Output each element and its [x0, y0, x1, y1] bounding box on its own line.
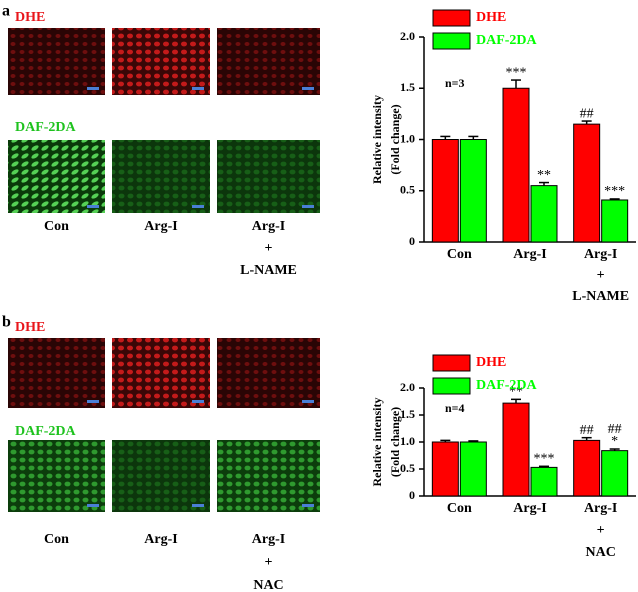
panel-letter: a	[2, 3, 10, 20]
legend-swatch	[432, 377, 471, 395]
y-axis-label: Relative intensity	[370, 398, 384, 487]
scale-bar	[87, 504, 99, 507]
y-axis-label: (Fold change)	[388, 104, 402, 174]
micrograph	[112, 440, 210, 512]
bar	[502, 87, 530, 243]
y-axis-label: (Fold change)	[388, 407, 402, 477]
note: n=4	[445, 401, 465, 415]
significance-label: ##	[580, 106, 594, 121]
legend-swatch	[432, 354, 471, 372]
row-label: DAF-2DA	[15, 424, 77, 439]
legend-label: DHE	[476, 10, 506, 25]
significance-label: **	[509, 385, 523, 400]
y-tick-label: 2.0	[400, 29, 415, 43]
bar	[530, 185, 558, 243]
panel-letter: b	[2, 314, 11, 331]
micrograph	[217, 140, 320, 213]
micrograph	[8, 338, 105, 408]
column-label: Con	[44, 219, 69, 234]
bar	[573, 123, 601, 243]
legend-label: DAF-2DA	[476, 33, 538, 48]
x-tick-label: Con	[447, 247, 472, 262]
bar	[459, 139, 487, 243]
row-label: DHE	[15, 320, 45, 335]
scale-bar	[302, 87, 314, 90]
micrograph	[8, 28, 105, 95]
significance-label: *	[611, 434, 618, 449]
column-label: +	[265, 241, 273, 256]
legend-label: DHE	[476, 355, 506, 370]
bar	[530, 466, 558, 497]
bar	[601, 450, 629, 497]
column-label: Arg-I	[252, 532, 285, 547]
bar	[431, 139, 459, 243]
significance-label: ***	[534, 452, 555, 467]
x-tick-label: +	[597, 268, 605, 283]
x-tick-label: Arg-I	[584, 501, 617, 516]
scale-bar	[192, 400, 204, 403]
y-tick-label: 0.5	[400, 461, 415, 475]
scale-bar	[302, 400, 314, 403]
micrograph	[112, 140, 210, 213]
micrograph	[8, 140, 105, 213]
scale-bar	[302, 205, 314, 208]
x-tick-label: Arg-I	[584, 247, 617, 262]
y-tick-label: 1.5	[400, 80, 415, 94]
micrograph	[217, 338, 320, 408]
column-label: NAC	[253, 578, 283, 592]
y-tick-label: 1.0	[400, 131, 415, 145]
note: n=3	[445, 76, 465, 90]
column-label: Con	[44, 532, 69, 547]
x-tick-label: +	[597, 523, 605, 538]
row-label: DAF-2DA	[15, 120, 77, 135]
column-label: L-NAME	[240, 263, 297, 278]
column-label: Arg-I	[144, 532, 177, 547]
y-tick-label: 1.0	[400, 434, 415, 448]
y-axis-label: Relative intensity	[370, 95, 384, 184]
x-tick-label: L-NAME	[572, 289, 629, 304]
column-label: Arg-I	[252, 219, 285, 234]
scale-bar	[87, 400, 99, 403]
legend-swatch	[432, 9, 471, 27]
significance-label: ##	[608, 422, 622, 437]
significance-label: ***	[604, 184, 625, 199]
scale-bar	[192, 205, 204, 208]
x-tick-label: Arg-I	[513, 501, 546, 516]
micrograph	[112, 28, 210, 95]
y-tick-label: 2.0	[400, 380, 415, 394]
scale-bar	[87, 87, 99, 90]
y-tick-label: 0	[409, 488, 415, 502]
y-tick-label: 1.5	[400, 407, 415, 421]
scale-bar	[87, 205, 99, 208]
y-tick-label: 0	[409, 234, 415, 248]
y-tick-label: 0.5	[400, 183, 415, 197]
bar	[431, 441, 459, 497]
column-label: +	[265, 555, 273, 570]
significance-label: ***	[506, 65, 527, 80]
scale-bar	[192, 504, 204, 507]
micrograph	[217, 28, 320, 95]
bar	[573, 439, 601, 497]
micrograph	[112, 338, 210, 408]
bar	[601, 199, 629, 243]
significance-label: ##	[580, 423, 594, 438]
micrograph	[8, 440, 105, 512]
row-label: DHE	[15, 10, 45, 25]
x-tick-label: Con	[447, 501, 472, 516]
bar	[459, 441, 487, 497]
column-label: Arg-I	[144, 219, 177, 234]
x-tick-label: NAC	[585, 545, 615, 560]
x-tick-label: Arg-I	[513, 247, 546, 262]
bar	[502, 402, 530, 497]
legend-swatch	[432, 32, 471, 50]
significance-label: **	[537, 168, 551, 183]
legend-label: DAF-2DA	[476, 378, 538, 393]
scale-bar	[302, 504, 314, 507]
scale-bar	[192, 87, 204, 90]
micrograph	[217, 440, 320, 512]
